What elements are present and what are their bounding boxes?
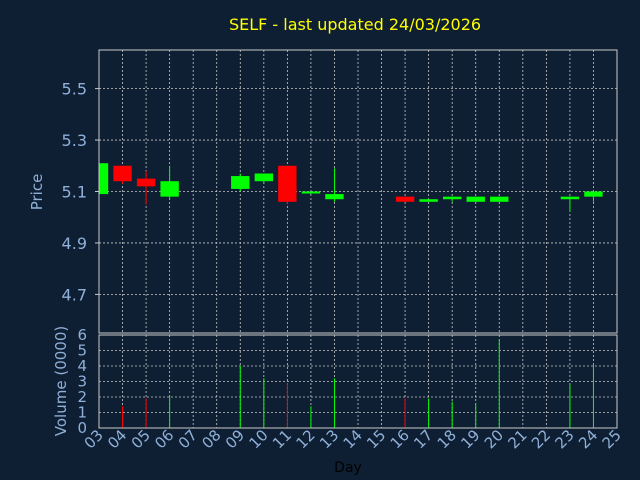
x-tick-label: 24	[575, 426, 601, 452]
candle-body	[325, 194, 344, 200]
x-tick-label: 13	[316, 426, 342, 452]
candle-body	[560, 196, 580, 200]
x-axis-ticks: 0304050607080910111213141516171819202122…	[81, 426, 625, 452]
x-tick-label: 15	[363, 426, 389, 452]
volume-tick-label: 0	[77, 419, 87, 437]
candle-body	[584, 191, 603, 197]
x-axis-label: Day	[334, 460, 362, 476]
x-tick-label: 18	[434, 426, 460, 452]
volume-tick-label: 6	[77, 326, 87, 344]
x-tick-label: 06	[151, 426, 177, 452]
candle-body	[442, 196, 462, 200]
x-tick-label: 16	[387, 426, 413, 452]
volume-tick-label: 4	[77, 357, 87, 375]
volume-tick-label: 5	[77, 342, 87, 360]
candle-body	[395, 196, 415, 202]
x-tick-label: 22	[528, 426, 554, 452]
x-tick-label: 05	[128, 426, 154, 452]
candle-body	[301, 191, 321, 194]
x-tick-label: 08	[198, 426, 224, 452]
candles	[98, 163, 603, 213]
x-tick-label: 11	[269, 426, 295, 452]
candle-body	[490, 196, 509, 202]
price-panel-frame	[98, 49, 618, 334]
volume-grid	[99, 335, 617, 428]
price-tick-label: 5.5	[62, 80, 87, 99]
x-tick-label: 23	[552, 426, 578, 452]
price-tick-label: 5.1	[62, 183, 87, 202]
x-tick-label: 21	[504, 426, 530, 452]
volume-axis-label: Volume (0000)	[52, 326, 70, 436]
x-tick-label: 04	[104, 426, 130, 452]
candle-body	[419, 199, 438, 202]
price-axis-label: Price	[28, 174, 46, 211]
candle-body	[231, 176, 250, 189]
x-tick-label: 12	[293, 426, 319, 452]
candle-body	[113, 165, 132, 182]
price-tick-label: 4.9	[62, 234, 87, 253]
candle-body	[278, 165, 297, 202]
price-tick-label: 4.7	[62, 285, 87, 304]
candle-body	[466, 196, 485, 202]
x-tick-label: 20	[481, 426, 507, 452]
x-tick-label: 09	[222, 426, 248, 452]
x-tick-label: 25	[599, 426, 625, 452]
price-axis-ticks: 5.5 5.3 5.1 4.9 4.7	[62, 80, 99, 304]
volume-tick-label: 2	[77, 388, 87, 406]
x-tick-label: 14	[340, 426, 366, 452]
candle-body	[160, 181, 179, 197]
candle-body	[99, 163, 109, 195]
volume-tick-label: 1	[77, 404, 87, 422]
chart-title: SELF - last updated 24/03/2026	[229, 15, 481, 34]
x-tick-label: 07	[175, 426, 201, 452]
volume-tick-label: 3	[77, 373, 87, 391]
candle-body	[136, 178, 156, 187]
x-tick-label: 10	[245, 426, 271, 452]
volume-bars	[122, 339, 594, 428]
x-tick-label: 19	[457, 426, 483, 452]
volume-panel-frame	[98, 334, 618, 429]
candle-body	[254, 173, 274, 182]
x-tick-label: 17	[410, 426, 436, 452]
price-tick-label: 5.3	[62, 131, 87, 150]
